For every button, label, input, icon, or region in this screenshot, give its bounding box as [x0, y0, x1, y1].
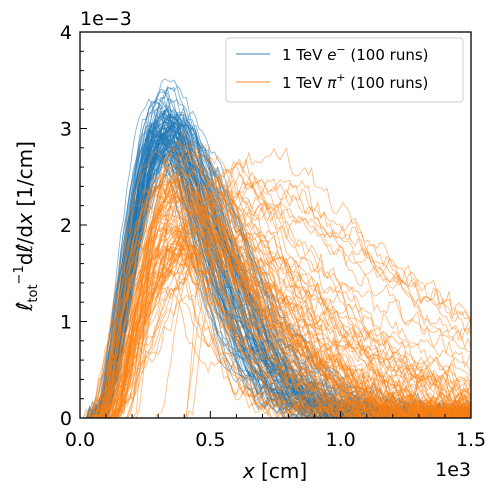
pion-run-line: [80, 146, 472, 419]
y-tick-label: 1: [60, 312, 72, 334]
y-tick-label: 4: [60, 22, 72, 44]
x-tick-label: 0.5: [195, 429, 225, 451]
y-tick-label: 3: [60, 119, 72, 141]
pion-run-line: [80, 178, 472, 419]
legend-label-electron: 1 TeV e− (100 runs): [282, 43, 429, 64]
y-axis-label: ℓ̂tot−1dℓ̂/dx [1/cm]: [12, 141, 41, 312]
pion-run-line: [80, 189, 472, 419]
pion-run-line: [80, 239, 472, 419]
pion-run-line: [80, 200, 472, 419]
pion-run-line: [80, 188, 472, 419]
y-multiplier-label: 1e−3: [80, 8, 132, 30]
x-axis-label: x [cm]: [242, 459, 307, 483]
axis-ticks: 0.0 0.5 1.0 1.5 0 1 2 3 4: [60, 22, 486, 451]
pion-run-line: [80, 205, 472, 420]
y-tick-label: 0: [60, 408, 72, 430]
pion-run-line: [80, 235, 472, 419]
pion-run-line: [80, 214, 472, 419]
legend-box: [225, 37, 464, 103]
legend-label-pion: 1 TeV π+ (100 runs): [282, 71, 428, 92]
pion-run-line: [80, 246, 472, 420]
pion-run-line: [80, 193, 472, 419]
x-multiplier-label: 1e3: [435, 459, 471, 481]
x-tick-label: 1.5: [456, 429, 486, 451]
pion-run-line: [80, 159, 472, 419]
y-tick-label: 2: [60, 215, 72, 237]
x-tick-label: 0.0: [65, 429, 95, 451]
legend: 1 TeV e− (100 runs) 1 TeV π+ (100 runs): [225, 37, 464, 103]
pion-run-line: [80, 224, 472, 419]
x-tick-label: 1.0: [326, 429, 356, 451]
pion-run-line: [80, 144, 472, 420]
pion-run-line: [80, 178, 472, 419]
plot-lines: [80, 78, 472, 420]
pion-run-line: [80, 228, 472, 419]
